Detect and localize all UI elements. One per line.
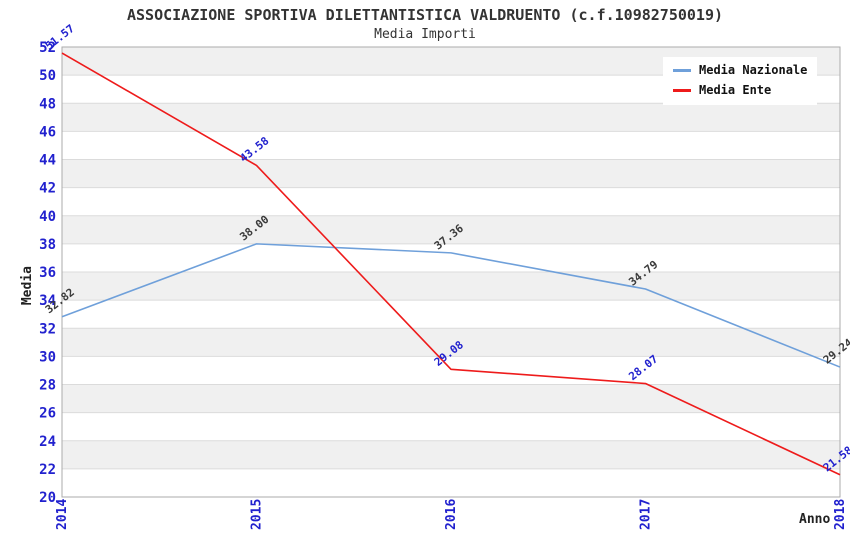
y-tick-label: 24 [39, 434, 56, 450]
legend-swatch-media-ente [673, 88, 691, 92]
y-tick-label: 40 [39, 209, 56, 225]
y-tick-label: 20 [39, 490, 56, 506]
plot-band [62, 412, 840, 441]
plot-band [62, 272, 840, 301]
legend: Media Nazionale Media Ente [663, 57, 818, 105]
plot-band [62, 159, 840, 188]
series-line-media-ente [61, 52, 841, 476]
x-tick-label: 2015 [250, 499, 265, 530]
series-line-media-nazionale [61, 243, 841, 368]
plot-band [62, 215, 840, 244]
y-tick-label: 22 [39, 462, 56, 478]
y-tick-label: 42 [39, 181, 56, 197]
y-tick-label: 32 [39, 321, 56, 337]
chart-subtitle: Media Importi [374, 27, 476, 42]
plot-band [62, 328, 840, 357]
x-tick-label: 2016 [444, 499, 459, 530]
legend-label: Media Ente [699, 83, 772, 97]
y-tick-label: 38 [39, 237, 56, 253]
legend-item-media-nazionale: Media Nazionale [673, 63, 807, 77]
y-tick-label: 28 [39, 378, 56, 394]
plot-band [62, 243, 840, 272]
y-tick-label: 46 [39, 124, 56, 140]
x-tick-label: 2014 [55, 499, 70, 530]
legend-item-media-ente: Media Ente [673, 83, 807, 97]
plot-band [62, 468, 840, 497]
legend-label: Media Nazionale [699, 63, 808, 77]
y-tick-label: 44 [39, 153, 56, 169]
legend-swatch-media-nazionale [673, 68, 691, 72]
x-tick-label: 2017 [639, 499, 654, 530]
chart-title: ASSOCIAZIONE SPORTIVA DILETTANTISTICA VA… [126, 6, 724, 24]
plot-band [62, 384, 840, 413]
x-axis-label: Anno [799, 512, 831, 527]
plot-band [62, 356, 840, 385]
plot-band [62, 300, 840, 329]
y-tick-label: 36 [39, 265, 56, 281]
plot-band [62, 440, 840, 469]
y-tick-label: 52 [39, 40, 56, 56]
x-tick-label: 2018 [833, 499, 848, 530]
plot-border [61, 46, 841, 498]
y-tick-label: 48 [39, 96, 56, 112]
plot-band [62, 103, 840, 132]
y-tick-label: 34 [39, 293, 56, 309]
y-tick-label: 50 [39, 68, 56, 84]
plot-band [62, 187, 840, 216]
plot-band [62, 131, 840, 160]
y-tick-label: 26 [39, 406, 56, 422]
y-tick-label: 30 [39, 349, 56, 365]
